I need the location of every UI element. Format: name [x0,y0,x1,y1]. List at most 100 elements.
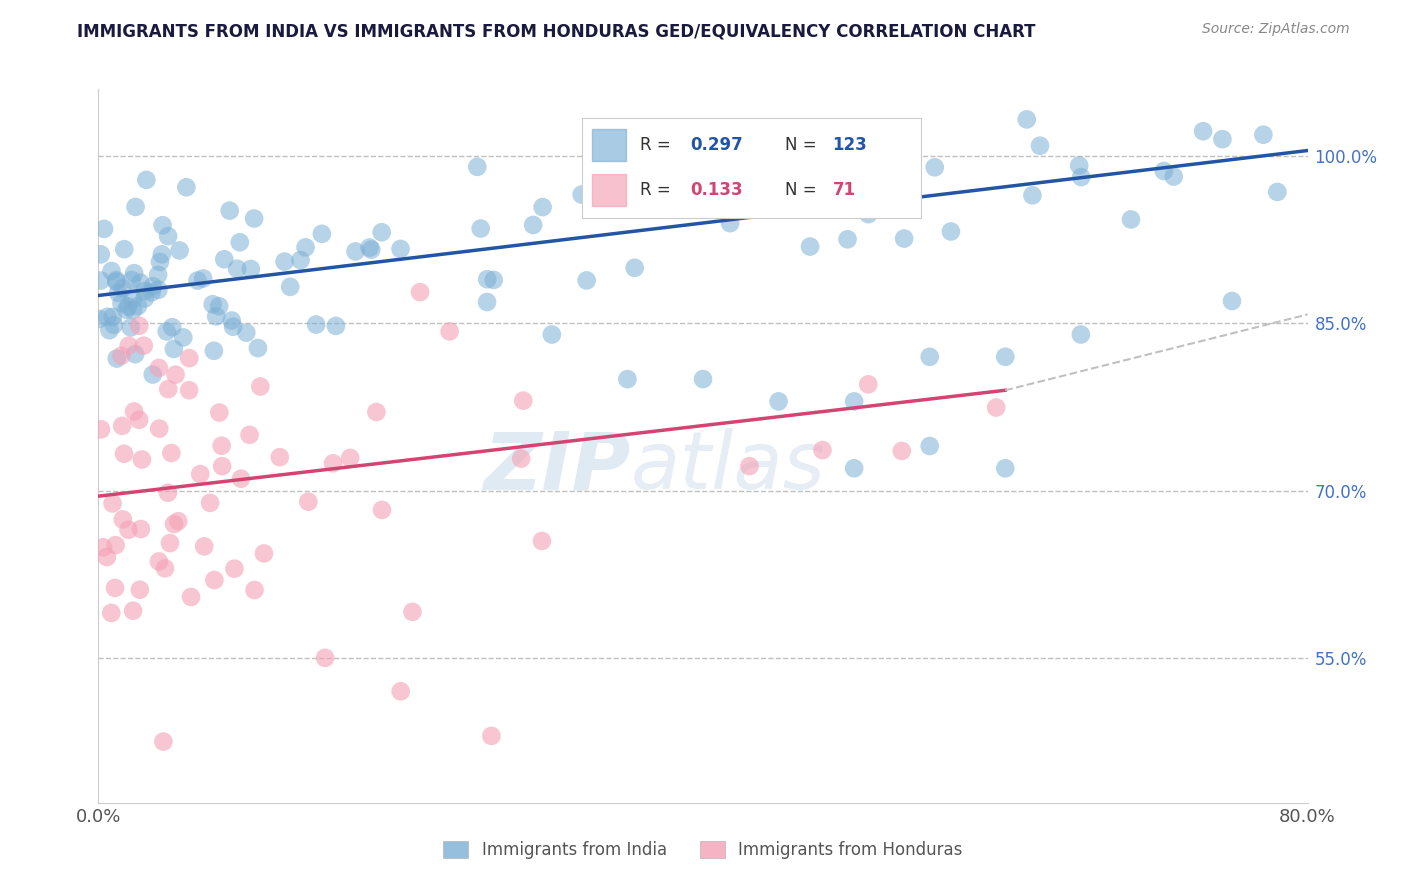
Point [235,326,257,340]
Point [389,684,412,698]
Point [128,413,150,427]
Point [510,451,533,466]
Point [131,452,153,467]
Point [1070,327,1092,342]
Point [93,222,115,236]
Point [163,342,186,356]
Point [290,253,312,268]
Point [1021,188,1043,202]
Point [482,273,505,287]
Point [439,324,461,338]
Point [623,260,645,275]
Point [103,318,125,332]
Point [530,533,553,548]
Point [186,274,208,288]
Point [765,122,787,136]
Point [222,319,245,334]
Point [366,405,388,419]
Point [98,323,121,337]
Point [229,235,252,250]
Point [939,225,962,239]
Point [811,443,834,458]
Point [153,561,176,575]
Point [718,216,741,230]
Point [278,280,301,294]
Point [105,275,128,289]
Point [1211,132,1233,146]
Point [141,285,163,300]
Point [575,273,598,287]
Point [129,522,152,536]
Point [152,734,174,748]
Point [239,262,262,277]
Point [229,472,252,486]
Point [111,281,134,295]
Point [134,284,156,298]
Point [169,244,191,258]
Point [120,320,142,334]
Point [100,264,122,278]
Point [218,203,240,218]
Point [160,446,183,460]
Point [157,382,180,396]
Point [371,503,394,517]
Text: ZIP: ZIP [484,428,630,507]
Point [188,467,211,481]
Point [465,160,488,174]
Text: IMMIGRANTS FROM INDIA VS IMMIGRANTS FROM HONDURAS GED/EQUIVALENCY CORRELATION CH: IMMIGRANTS FROM INDIA VS IMMIGRANTS FROM… [77,22,1036,40]
Point [107,285,129,300]
Point [246,341,269,355]
Point [202,573,225,587]
Point [208,299,231,313]
Point [115,302,138,317]
Point [314,651,336,665]
Point [150,247,173,261]
Point [90,247,112,261]
Point [858,207,880,221]
Point [322,456,344,470]
Point [512,393,534,408]
Point [986,401,1008,415]
Point [1220,294,1243,309]
Point [1069,159,1091,173]
Point [104,581,127,595]
Point [148,283,170,297]
Point [1015,112,1038,127]
Point [1119,212,1142,227]
Point [212,252,235,267]
Point [226,261,249,276]
Legend: Immigrants from India, Immigrants from Honduras: Immigrants from India, Immigrants from H… [437,834,969,866]
Point [243,211,266,226]
Point [124,347,146,361]
Point [201,297,224,311]
Point [129,276,152,290]
Point [890,444,912,458]
Point [111,418,134,433]
Point [134,292,156,306]
Point [176,180,198,194]
Point [294,240,316,254]
Point [90,422,112,436]
Point [297,494,319,508]
Point [101,496,124,510]
Point [157,229,180,244]
Point [522,218,544,232]
Point [89,312,111,326]
Point [994,350,1017,364]
Point [122,266,145,280]
Point [163,516,186,531]
Point [325,318,347,333]
Point [198,496,221,510]
Point [692,372,714,386]
Text: Source: ZipAtlas.com: Source: ZipAtlas.com [1202,22,1350,37]
Point [360,243,382,257]
Point [117,523,139,537]
Point [305,318,328,332]
Point [179,351,201,366]
Point [481,729,503,743]
Point [122,292,145,306]
Point [148,554,170,568]
Point [540,327,562,342]
Point [1070,170,1092,185]
Point [118,339,141,353]
